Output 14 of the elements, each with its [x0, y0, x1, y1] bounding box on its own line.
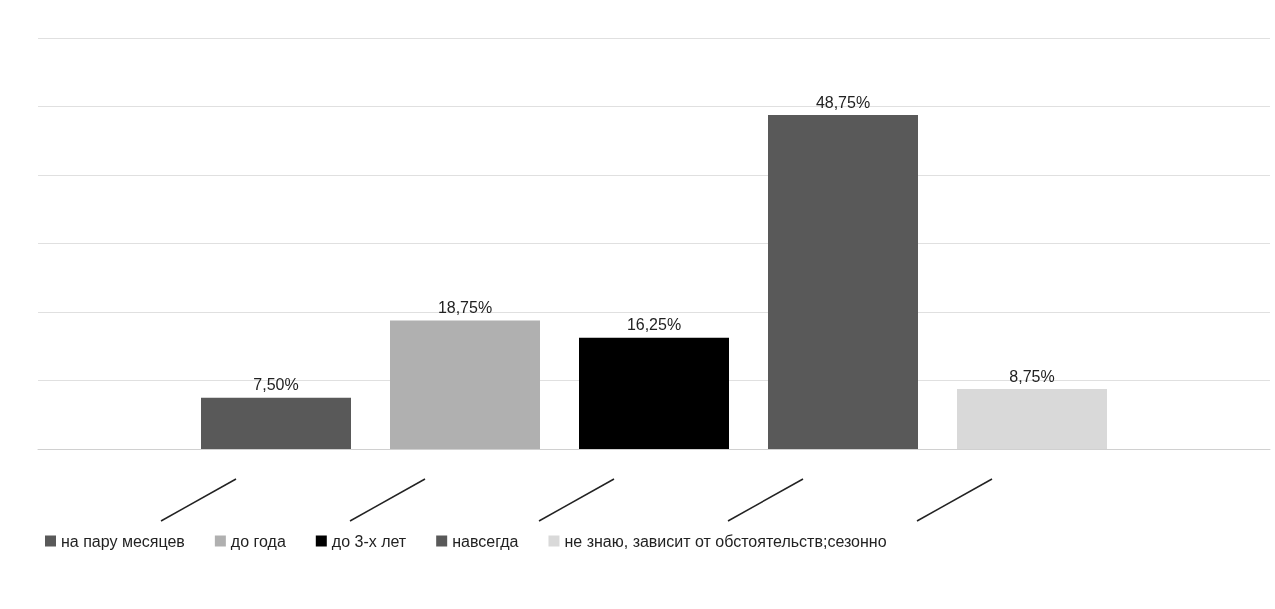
data-label: 48,75%: [815, 93, 871, 111]
data-label: 18,75%: [437, 299, 493, 317]
data-label: 16,25%: [626, 316, 682, 334]
data-label: 7,50%: [253, 376, 299, 394]
legend-label: на пару месяцев: [61, 532, 185, 550]
legend-label: не знаю, зависит от обстоятельств;сезонно: [564, 532, 887, 550]
bar: [201, 397, 351, 449]
bar: [390, 320, 540, 449]
bar: [768, 115, 918, 449]
data-label: 8,75%: [1009, 367, 1055, 385]
bar: [579, 337, 729, 449]
legend-label: до года: [230, 532, 286, 550]
legend-label: навсегда: [452, 532, 519, 550]
legend-label: до 3-х лет: [331, 532, 407, 550]
